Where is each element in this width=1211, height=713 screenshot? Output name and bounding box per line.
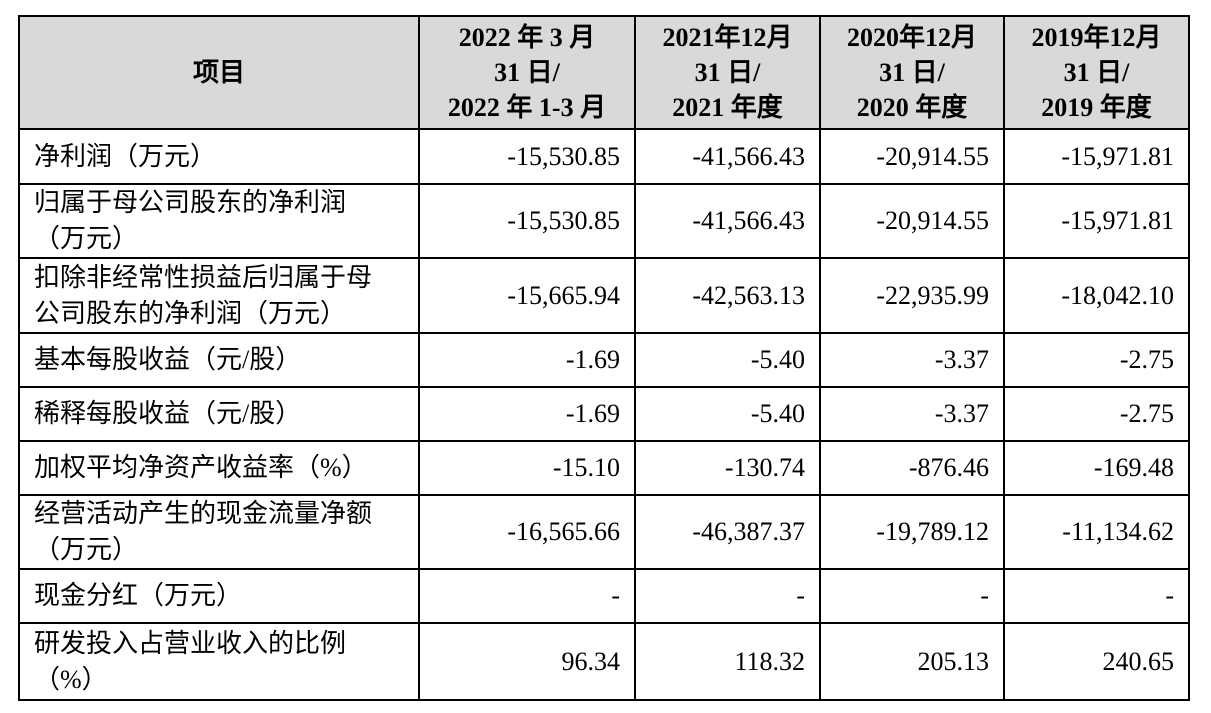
row-label: 归属于母公司股东的净利润 （万元）: [18, 183, 420, 259]
row-label: 研发投入占营业收入的比例 （%）: [18, 622, 420, 701]
value-cell: -15,665.94: [418, 257, 636, 334]
value-cell: -169.48: [1003, 440, 1190, 496]
row-label: 经营活动产生的现金流量净额 （万元）: [18, 494, 420, 570]
value-cell: -42,563.13: [634, 257, 821, 334]
value-cell: -: [634, 568, 821, 624]
label-line: 加权平均净资产收益率（%）: [34, 453, 368, 482]
row-label: 基本每股收益（元/股）: [18, 332, 420, 388]
value-cell: -20,914.55: [819, 183, 1005, 259]
row-label: 扣除非经常性损益后归属于母 公司股东的净利润（万元）: [18, 257, 420, 334]
header-line: 2022 年 1-3 月: [447, 93, 607, 122]
table-row: 研发投入占营业收入的比例 （%） 96.34 118.32 205.13 240.65: [18, 622, 1190, 701]
header-line: 2019年12月: [1031, 23, 1162, 52]
value-cell: -5.40: [634, 332, 821, 388]
value-cell: -15,530.85: [418, 128, 636, 185]
label-line: 公司股东的净利润（万元）: [34, 298, 347, 328]
label-line: 稀释每股收益（元/股）: [34, 399, 302, 428]
value-cell: -46,387.37: [634, 494, 821, 570]
label-line: 基本每股收益（元/股）: [34, 345, 302, 374]
row-label: 加权平均净资产收益率（%）: [18, 440, 420, 496]
header-cell: 2020年12月 31 日/2020 年度: [819, 15, 1005, 130]
table-row: 加权平均净资产收益率（%） -15.10 -130.74 -876.46 -169.48: [18, 440, 1190, 496]
value-cell: -15,530.85: [418, 183, 636, 259]
header-line: 31 日/: [1063, 58, 1130, 87]
value-cell: -41,566.43: [634, 128, 821, 185]
label-line: （万元）: [34, 535, 139, 564]
value-cell: -19,789.12: [819, 494, 1005, 570]
table-row: 经营活动产生的现金流量净额 （万元） -16,565.66 -46,387.37 -19…: [18, 494, 1190, 570]
value-cell: -2.75: [1003, 386, 1190, 442]
value-cell: -130.74: [634, 440, 821, 496]
header-line: 2021 年度: [672, 93, 783, 122]
value-cell: -3.37: [819, 332, 1005, 388]
table-row: 稀释每股收益（元/股） -1.69 -5.40 -3.37 -2.75: [18, 386, 1190, 442]
value-cell: -2.75: [1003, 332, 1190, 388]
value-cell: -22,935.99: [819, 257, 1005, 334]
header-line: 2019 年度: [1041, 93, 1152, 122]
header-cell: 2019年12月 31 日/2019 年度: [1003, 15, 1190, 130]
header-line: 2020年12月: [846, 23, 977, 52]
header-cell: 2022 年 3 月 31 日/2022 年 1-3 月: [418, 15, 636, 130]
header-line: 2020 年度: [856, 93, 968, 122]
label-line: （%）: [34, 664, 108, 694]
value-cell: -11,134.62: [1003, 494, 1190, 570]
value-cell: 205.13: [819, 622, 1005, 701]
label-line: 研发投入占营业收入的比例: [34, 628, 347, 658]
value-cell: -: [1003, 568, 1190, 624]
header-cell: 项目: [18, 15, 420, 130]
row-label: 净利润（万元）: [18, 128, 420, 185]
value-cell: -: [819, 568, 1005, 624]
value-cell: 96.34: [418, 622, 636, 701]
header-line: 2021年12月: [662, 23, 793, 52]
header-line: 31 日/: [879, 58, 945, 87]
header-line: 31 日/: [694, 58, 761, 87]
value-cell: -876.46: [819, 440, 1005, 496]
value-cell: -15,971.81: [1003, 128, 1190, 185]
value-cell: -5.40: [634, 386, 821, 442]
header-row: 项目 2022 年 3 月 31 日/2022 年 1-3 月 2021年12月 31 …: [18, 15, 1190, 130]
label-line: 现金分红（万元）: [34, 581, 243, 610]
value-cell: -1.69: [418, 332, 636, 388]
table-row: 归属于母公司股东的净利润 （万元） -15,530.85 -41,566.43 -20,…: [18, 183, 1190, 259]
header-line: 2022 年 3 月: [458, 23, 596, 52]
value-cell: -3.37: [819, 386, 1005, 442]
table-row: 现金分红（万元） - - - -: [18, 568, 1190, 624]
label-line: 净利润（万元）: [34, 141, 217, 171]
value-cell: 240.65: [1003, 622, 1190, 701]
value-cell: -41,566.43: [634, 183, 821, 259]
value-cell: -20,914.55: [819, 128, 1005, 185]
value-cell: -18,042.10: [1003, 257, 1190, 334]
label-line: 归属于母公司股东的净利润: [34, 188, 347, 217]
value-cell: -15,971.81: [1003, 183, 1190, 259]
header-cell: 2021年12月 31 日/2021 年度: [634, 15, 821, 130]
label-line: （万元）: [34, 224, 139, 253]
label-line: 经营活动产生的现金流量净额: [34, 499, 373, 528]
value-cell: 118.32: [634, 622, 821, 701]
table-row: 扣除非经常性损益后归属于母 公司股东的净利润（万元） -15,665.94 -42,5…: [18, 257, 1190, 334]
value-cell: -16,565.66: [418, 494, 636, 570]
row-label: 现金分红（万元）: [18, 568, 420, 624]
header-line: 项目: [192, 58, 245, 87]
table-row: 基本每股收益（元/股） -1.69 -5.40 -3.37 -2.75: [18, 332, 1190, 388]
label-line: 扣除非经常性损益后归属于母: [34, 262, 373, 292]
value-cell: -: [418, 568, 636, 624]
data-table: 项目 2022 年 3 月 31 日/2022 年 1-3 月 2021年12月 31 …: [18, 15, 1190, 701]
header-line: 31 日/: [494, 58, 560, 87]
value-cell: -1.69: [418, 386, 636, 442]
table-row: 净利润（万元） -15,530.85 -41,566.43 -20,914.55 -15…: [18, 128, 1190, 185]
value-cell: -15.10: [418, 440, 636, 496]
row-label: 稀释每股收益（元/股）: [18, 386, 420, 442]
